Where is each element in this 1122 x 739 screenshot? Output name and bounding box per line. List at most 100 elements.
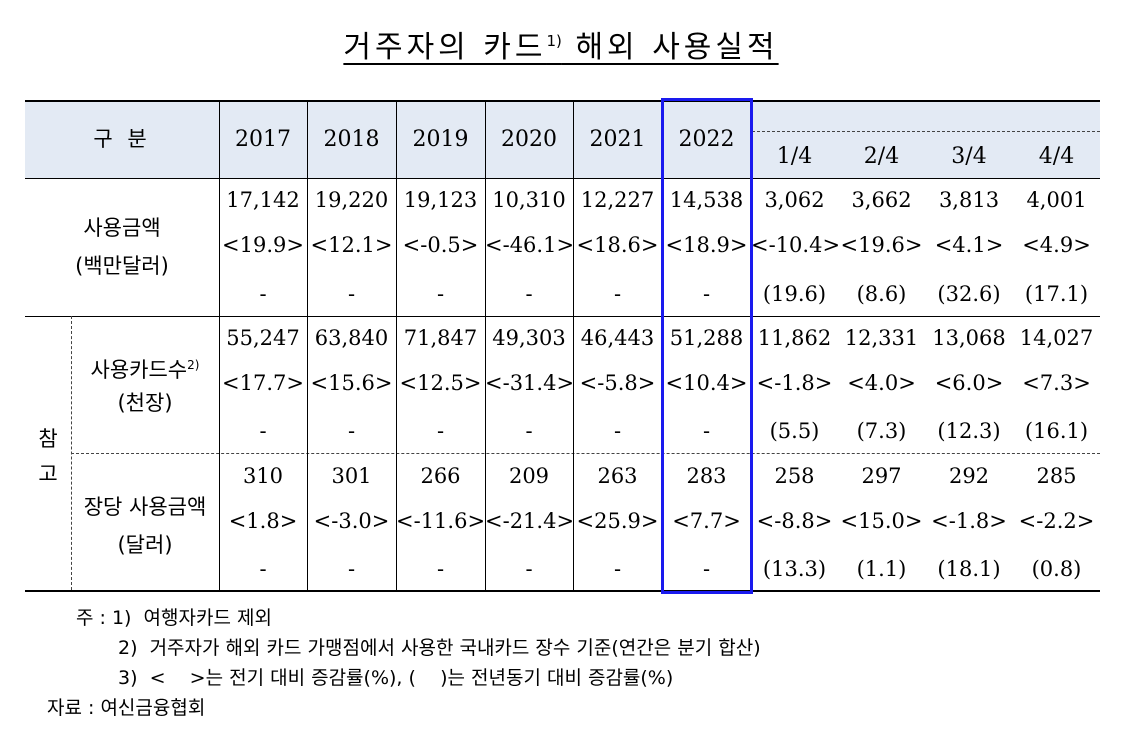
- year-header: 2022: [678, 127, 735, 152]
- amount-yoy-cell: (8.6): [856, 282, 907, 306]
- amount-yoy-cell: -: [525, 282, 533, 306]
- amount-yoy-cell: (19.6): [762, 282, 827, 306]
- per-card-yoy-cell: (0.8): [1031, 557, 1082, 581]
- amount-yoy-cell: -: [259, 282, 267, 306]
- reference-divider: [71, 453, 1100, 454]
- quarter-header: 1/4: [776, 144, 813, 169]
- cards-qoq-cell: <12.5>: [399, 371, 482, 395]
- column-rule: [307, 100, 308, 590]
- cards-value-cell: 71,847: [403, 326, 478, 350]
- cards-qoq-cell: <4.0>: [847, 371, 916, 395]
- cards-yoy-cell: -: [347, 419, 356, 443]
- amount-qoq-cell: <12.1>: [310, 233, 393, 257]
- cards-yoy-cell: -: [613, 419, 622, 443]
- cards-qoq-cell: <15.6>: [310, 371, 393, 395]
- amount-qoq-cell: <-46.1>: [485, 233, 575, 257]
- cards-yoy-cell: -: [702, 419, 711, 443]
- quarter-header-divider: [752, 131, 1100, 132]
- column-rule: [485, 100, 486, 590]
- amount-value-cell: 3,062: [764, 188, 825, 212]
- per-card-qoq-cell: <-21.4>: [485, 509, 575, 533]
- cards-yoy-cell: (16.1): [1024, 419, 1089, 443]
- amount-bottom-rule: [25, 316, 1100, 317]
- cards-qoq-cell: <7.3>: [1022, 371, 1091, 395]
- cards-value-cell: 14,027: [1019, 326, 1094, 350]
- cards-value-cell: 12,331: [844, 326, 919, 350]
- per-card-qoq-cell: <-2.2>: [1018, 509, 1095, 533]
- header-bottom-rule: [25, 178, 1100, 179]
- per-card-yoy-cell: (1.1): [856, 557, 907, 581]
- amount-value-cell: 3,662: [851, 188, 912, 212]
- table-bottom-rule: [25, 590, 1100, 592]
- cards-qoq-cell: <-1.8>: [756, 371, 833, 395]
- cards-yoy-cell: (12.3): [937, 419, 1001, 443]
- amount-qoq-cell: <-10.4>: [751, 233, 841, 257]
- source-note: 자료 : 여신금융협회: [47, 697, 206, 719]
- cards-qoq-cell: <17.7>: [222, 371, 304, 395]
- cards-qoq-cell: <-5.8>: [579, 371, 656, 395]
- amount-yoy-cell: -: [613, 282, 622, 306]
- cards-value-cell: 11,862: [757, 326, 832, 350]
- per-card-value-cell: 310: [242, 464, 284, 488]
- reference-label: 참: [38, 427, 58, 451]
- quarter-header: 2/4: [863, 144, 900, 169]
- amount-yoy-cell: -: [702, 282, 711, 306]
- amount-value-cell: 10,310: [492, 188, 566, 212]
- column-rule: [573, 100, 574, 590]
- cards-value-cell: 46,443: [580, 326, 655, 350]
- quarter-header: 3/4: [951, 144, 987, 169]
- amount-qoq-cell: <-0.5>: [402, 233, 479, 257]
- amount-qoq-cell: <19.6>: [840, 233, 923, 257]
- cards-yoy-cell: -: [259, 419, 267, 443]
- note-3: 3) < >는 전기 대비 증감률(%), ( )는 전년동기 대비 증감률(%…: [118, 667, 674, 689]
- amount-row-unit: (백만달러): [75, 254, 169, 278]
- cards-row-label: 사용카드수2): [90, 358, 200, 382]
- cards-yoy-cell: (7.3): [856, 419, 907, 443]
- per-card-value-cell: 263: [597, 464, 638, 488]
- amount-value-cell: 19,220: [314, 188, 389, 212]
- table-header-background: [25, 100, 1100, 178]
- amount-value-cell: 17,142: [226, 188, 300, 212]
- per-card-yoy-cell: -: [259, 557, 267, 581]
- year-header: 2020: [501, 127, 557, 152]
- cards-value-cell: 13,068: [932, 326, 1006, 350]
- year-header: 2017: [235, 127, 291, 152]
- amount-value-cell: 3,813: [938, 188, 1000, 212]
- amount-qoq-cell: <4.9>: [1022, 233, 1091, 257]
- per-card-value-cell: 266: [420, 464, 461, 488]
- amount-yoy-cell: -: [347, 282, 356, 306]
- cards-value-cell: 63,840: [314, 326, 389, 350]
- per-card-yoy-cell: -: [436, 557, 445, 581]
- per-card-yoy-cell: -: [347, 557, 356, 581]
- per-card-value-cell: 283: [686, 464, 727, 488]
- cards-qoq-cell: <6.0>: [934, 371, 1004, 395]
- quarter-header: 4/4: [1038, 144, 1075, 169]
- per-card-value-cell: 209: [508, 464, 550, 488]
- page-title: 거주자의 카드1) 해외 사용실적: [343, 30, 779, 65]
- per-card-yoy-cell: (18.1): [937, 557, 1001, 581]
- per-card-qoq-cell: <-3.0>: [313, 509, 390, 533]
- highlight-2022-column: [661, 98, 753, 594]
- per-card-qoq-cell: <-11.6>: [396, 509, 486, 533]
- per-card-qoq-cell: <7.7>: [672, 509, 741, 533]
- amount-qoq-cell: <4.1>: [934, 233, 1004, 257]
- per-card-value-cell: 297: [861, 464, 902, 488]
- amount-yoy-cell: (32.6): [937, 282, 1001, 306]
- per-card-value-cell: 301: [331, 464, 372, 488]
- per-card-row-label: 장당 사용금액: [83, 495, 207, 519]
- reference-column-rule: [71, 316, 72, 590]
- cards-qoq-cell: <10.4>: [665, 371, 748, 395]
- cards-value-cell: 49,303: [492, 326, 566, 350]
- year-header: 2021: [589, 127, 646, 152]
- amount-qoq-cell: <18.6>: [576, 233, 659, 257]
- reference-label: 고: [38, 462, 58, 486]
- per-card-qoq-cell: <-1.8>: [931, 509, 1007, 533]
- category-column-rule: [219, 100, 220, 590]
- per-card-value-cell: 285: [1036, 464, 1077, 488]
- cards-qoq-cell: <-31.4>: [485, 371, 575, 395]
- per-card-value-cell: 292: [948, 464, 990, 488]
- year-header: 2019: [412, 127, 469, 152]
- amount-value-cell: 14,538: [669, 188, 744, 212]
- note-1: 주 : 1) 여행자카드 제외: [76, 607, 272, 629]
- cards-yoy-cell: -: [525, 419, 533, 443]
